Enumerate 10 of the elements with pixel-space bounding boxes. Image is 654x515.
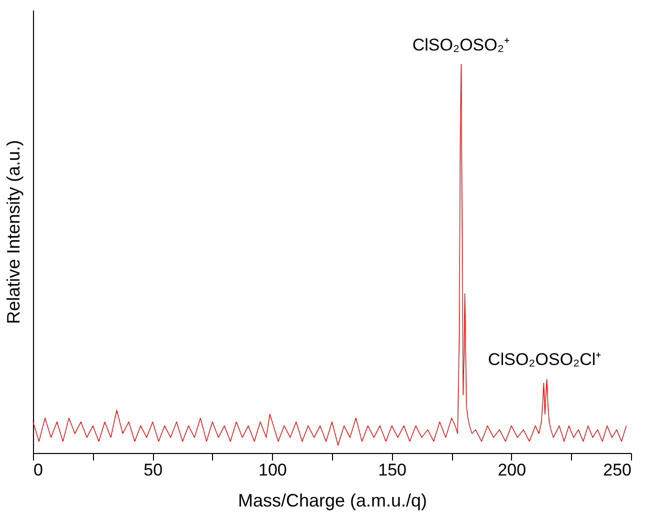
x-tick-label: 100	[258, 460, 287, 480]
annotation: ClSO₂OSO₂Cl⁺	[488, 350, 602, 370]
x-tick-label: 0	[34, 460, 43, 480]
x-axis-title: Mass/Charge (a.m.u./q)	[238, 490, 428, 510]
x-tick-label: 200	[498, 460, 526, 480]
y-axis-title: Relative Intensity (a.u.)	[4, 140, 24, 324]
x-tick-label: 250	[603, 460, 632, 480]
annotation: ClSO₂OSO₂⁺	[412, 35, 510, 54]
x-tick-label: 150	[378, 460, 406, 480]
x-tick-label: 50	[144, 460, 163, 480]
